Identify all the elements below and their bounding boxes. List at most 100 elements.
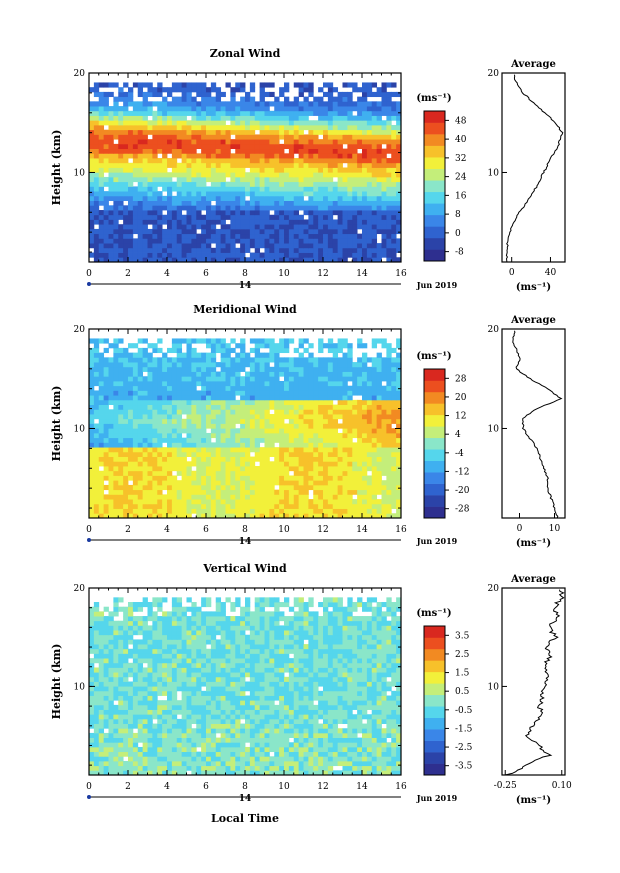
heatmap-cell	[245, 437, 251, 443]
heatmap-cell	[162, 110, 168, 116]
heatmap-cell	[347, 214, 353, 220]
heatmap-cell	[201, 395, 207, 401]
heatmap-cell	[147, 91, 153, 98]
heatmap-cell	[396, 428, 402, 434]
heatmap-cell	[137, 148, 144, 154]
heatmap-cell	[254, 210, 261, 216]
heatmap-cell	[147, 376, 153, 382]
heatmap-cell	[171, 162, 178, 168]
colorbar-tick-label: 16	[455, 191, 467, 201]
heatmap-cell	[293, 101, 300, 107]
heatmap-cell	[293, 228, 300, 235]
heatmap-cell	[357, 414, 363, 420]
heatmap-cell	[303, 385, 309, 391]
heatmap-cell	[137, 376, 144, 382]
heatmap-cell	[391, 371, 397, 377]
heatmap-cell	[137, 228, 144, 235]
heatmap-cell	[298, 451, 304, 457]
heatmap-cell	[93, 380, 100, 387]
heatmap-cell	[225, 143, 231, 150]
heatmap-cell	[308, 224, 314, 230]
heatmap-cell	[254, 770, 261, 776]
heatmap-cell	[142, 205, 148, 211]
heatmap-cell	[162, 466, 168, 472]
heatmap-cell	[357, 186, 363, 192]
heatmap-cell	[357, 437, 363, 443]
heatmap-cell	[171, 418, 178, 424]
heatmap-cell	[215, 214, 222, 220]
heatmap-cell	[186, 233, 192, 239]
heatmap-cell	[308, 503, 314, 509]
heatmap-cell	[381, 233, 387, 239]
heatmap-cell	[362, 418, 368, 424]
heatmap-cell	[269, 451, 275, 457]
heatmap-cell	[206, 484, 212, 491]
heatmap-cell	[93, 499, 100, 505]
heatmap-cell	[391, 484, 397, 491]
heatmap-cell	[137, 414, 144, 420]
heatmap-cell	[308, 181, 314, 187]
heatmap-cell	[230, 395, 236, 401]
heatmap-cell	[196, 423, 202, 429]
heatmap-cell	[352, 214, 358, 220]
heatmap-cell	[93, 376, 100, 382]
heatmap-cell	[274, 228, 280, 235]
heatmap-cell	[352, 134, 358, 140]
heatmap-cell	[342, 82, 348, 88]
heatmap-cell	[342, 371, 348, 377]
heatmap-cell	[157, 120, 163, 126]
heatmap-cell	[386, 347, 392, 354]
heatmap-cell	[303, 219, 309, 225]
heatmap-cell	[157, 475, 163, 481]
heatmap-cell	[152, 376, 158, 382]
heatmap-cell	[123, 172, 129, 178]
heatmap-cell	[279, 238, 285, 244]
heatmap-cell	[362, 362, 368, 368]
heatmap-cell	[186, 176, 192, 183]
heatmap-cell	[162, 503, 168, 509]
heatmap-cell	[103, 158, 109, 164]
heatmap-cell	[235, 414, 241, 420]
heatmap-cell	[191, 172, 197, 178]
heatmap-cell	[293, 409, 300, 415]
heatmap-cell	[274, 352, 280, 358]
heatmap-cell	[176, 129, 183, 135]
heatmap-cell	[259, 366, 265, 372]
heatmap-cell	[254, 347, 261, 354]
heatmap-cell	[293, 176, 300, 183]
heatmap-cell	[269, 385, 275, 391]
heatmap-cell	[342, 494, 348, 500]
heatmap-cell	[142, 461, 148, 467]
heatmap-cell	[89, 110, 95, 116]
heatmap-cell	[391, 404, 397, 410]
heatmap-cell	[186, 352, 192, 358]
heatmap-cell	[167, 770, 173, 776]
heatmap-cell	[274, 205, 280, 211]
heatmap-cell	[240, 247, 246, 253]
heatmap-cell	[396, 489, 402, 495]
colorbar-frame	[423, 110, 446, 262]
heatmap-cell	[147, 390, 153, 396]
heatmap-cell	[142, 409, 148, 415]
heatmap-cell	[313, 475, 319, 481]
heatmap-cell	[279, 247, 285, 253]
heatmap-cell	[376, 87, 382, 93]
heatmap-cell	[357, 362, 363, 368]
heatmap-cell	[381, 106, 387, 112]
heatmap-cell	[171, 385, 178, 391]
heatmap-cell	[118, 338, 124, 344]
heatmap-cell	[230, 432, 236, 439]
heatmap-cell	[259, 357, 265, 363]
heatmap-cell	[220, 214, 226, 220]
heatmap-cell	[93, 347, 100, 354]
heatmap-cell	[181, 494, 187, 500]
heatmap-cell	[142, 414, 148, 420]
heatmap-cell	[313, 770, 319, 776]
heatmap-cell	[269, 139, 275, 145]
heatmap-cell	[396, 148, 402, 154]
heatmap-cell	[108, 395, 114, 401]
heatmap-cell	[108, 191, 114, 197]
heatmap-cell	[332, 115, 339, 121]
heatmap-cell	[269, 423, 275, 429]
heatmap-cell	[249, 139, 256, 145]
